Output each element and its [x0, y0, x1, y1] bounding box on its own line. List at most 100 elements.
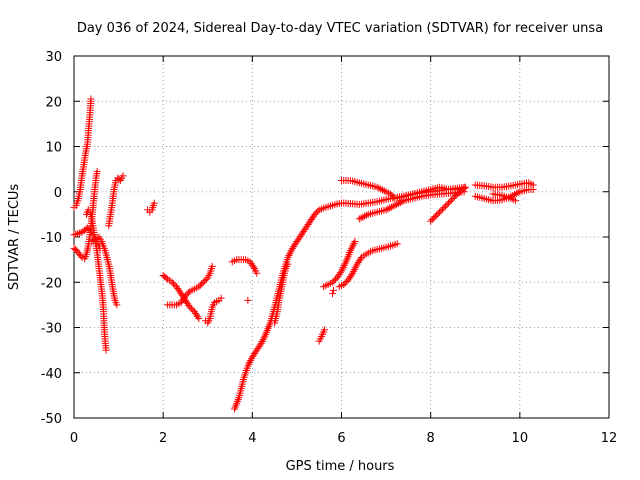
data-point	[195, 314, 203, 322]
data-point	[460, 185, 468, 193]
series-arc-01	[70, 95, 95, 212]
data-point	[168, 278, 176, 286]
data-point	[395, 200, 403, 208]
data-point	[373, 183, 381, 191]
data-point	[442, 202, 450, 210]
data-point	[77, 252, 85, 260]
data-point	[362, 211, 370, 219]
data-point	[184, 289, 192, 297]
series-arc-11	[228, 256, 261, 277]
data-point	[119, 172, 127, 180]
data-point	[187, 305, 195, 313]
series-arc-04	[82, 206, 110, 354]
data-point	[443, 201, 451, 209]
data-point	[445, 199, 452, 207]
data-point	[88, 238, 96, 246]
data-point	[427, 217, 435, 225]
data-point	[351, 238, 359, 246]
data-point	[510, 190, 518, 198]
data-point	[312, 209, 320, 217]
data-point	[257, 339, 265, 347]
series-arc-21	[427, 183, 469, 225]
data-point	[321, 326, 329, 334]
series-arc-09	[164, 262, 216, 309]
series-arc-10	[202, 294, 225, 327]
data-point	[352, 262, 360, 270]
data-point	[340, 281, 348, 289]
x-tick-label: 6	[337, 431, 345, 446]
data-point	[244, 296, 252, 304]
data-point	[450, 193, 458, 201]
data-point	[329, 278, 337, 286]
series-arc-16	[320, 238, 359, 291]
series-arc-17	[329, 286, 337, 298]
data-point	[246, 358, 254, 366]
data-point	[102, 346, 110, 354]
data-point	[384, 205, 392, 213]
data-point	[201, 277, 209, 285]
x-tick-label: 12	[601, 431, 618, 446]
data-point	[311, 210, 319, 218]
data-point	[514, 189, 522, 197]
y-tick-label: -30	[41, 322, 62, 337]
data-point	[347, 245, 355, 253]
data-point	[382, 206, 390, 214]
data-point	[287, 248, 295, 256]
data-point	[199, 278, 207, 286]
data-point	[386, 204, 394, 212]
data-point	[458, 186, 466, 194]
data-point	[244, 362, 252, 370]
data-point	[355, 215, 363, 223]
data-point	[202, 275, 210, 283]
data-point	[87, 95, 95, 103]
data-point	[256, 341, 264, 349]
data-point	[430, 214, 438, 222]
data-point	[377, 185, 385, 193]
y-tick-labels: -50 -40 -30 -20 -10 0 10 20 30	[41, 50, 62, 427]
series-arc-15	[315, 326, 329, 345]
data-point	[208, 262, 216, 270]
data-point	[511, 197, 519, 205]
y-tick-label: -40	[41, 367, 62, 382]
data-point	[393, 240, 401, 248]
data-point	[194, 313, 202, 321]
data-point	[253, 269, 261, 277]
data-point	[314, 207, 322, 215]
data-point	[356, 255, 364, 263]
data-point	[93, 234, 101, 242]
data-point	[398, 198, 406, 206]
data-point	[357, 214, 365, 222]
data-point	[198, 280, 206, 288]
data-point	[387, 203, 395, 211]
data-point	[349, 241, 357, 249]
x-tick-label: 4	[248, 431, 256, 446]
data-point	[428, 216, 436, 224]
data-point	[529, 185, 537, 193]
data-point	[329, 290, 337, 298]
data-point	[393, 200, 401, 208]
y-axis-label: SDTVAR / TECUs	[7, 184, 22, 291]
data-point	[330, 277, 338, 285]
data-point	[341, 260, 349, 268]
chart-title: Day 036 of 2024, Sidereal Day-to-day VTE…	[77, 21, 603, 36]
grid-lines	[74, 56, 609, 418]
data-point	[350, 266, 358, 274]
data-point	[170, 280, 178, 288]
data-point	[436, 208, 444, 216]
data-point	[389, 202, 397, 210]
series-arc-07	[144, 199, 158, 216]
data-points	[70, 95, 537, 413]
data-point	[247, 355, 255, 363]
y-tick-label: 30	[45, 50, 62, 65]
data-point	[375, 184, 383, 192]
data-point	[77, 228, 85, 236]
data-point	[285, 252, 293, 260]
data-point	[259, 336, 267, 344]
data-point	[346, 247, 354, 255]
x-tick-labels: 0 2 4 6 8 10 12	[70, 431, 617, 446]
data-point	[387, 190, 395, 198]
axis-ticks	[73, 55, 610, 419]
series-arc-22	[471, 179, 537, 191]
data-point	[284, 253, 292, 261]
